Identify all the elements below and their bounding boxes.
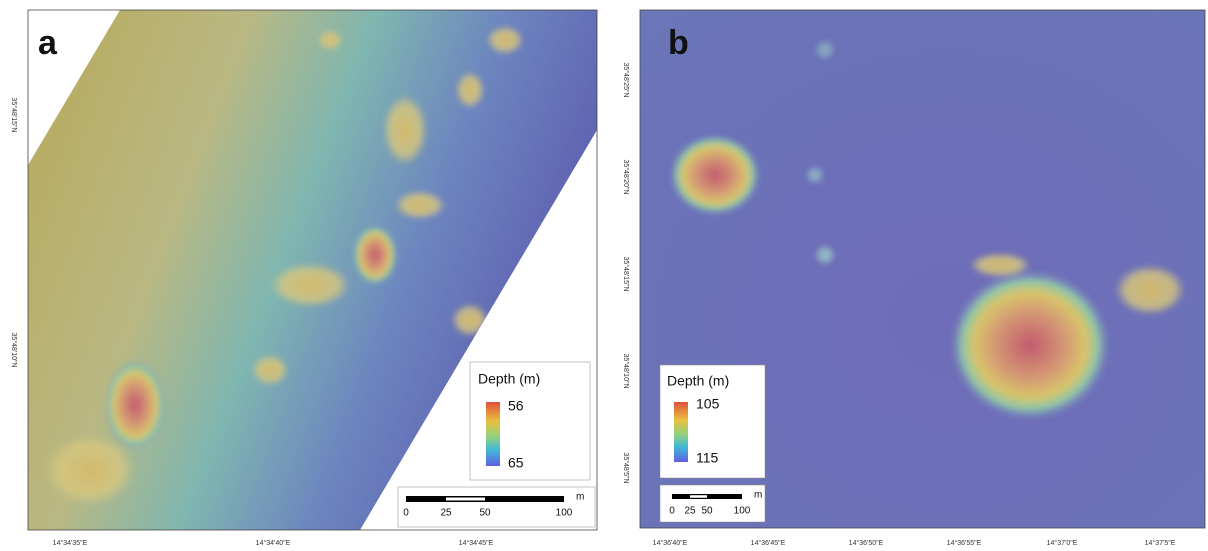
legend-min: 115 bbox=[696, 450, 719, 466]
color-bar bbox=[674, 402, 688, 462]
scale-unit: m bbox=[576, 492, 584, 503]
x-coord-label: 14°36'40"E bbox=[653, 539, 688, 547]
y-coord-label: 35°48'25"N bbox=[622, 62, 630, 97]
scale-label: 50 bbox=[479, 508, 491, 519]
scale-label: 50 bbox=[701, 506, 713, 517]
y-coord-label: 35°48'15"N bbox=[10, 97, 18, 132]
scale-box bbox=[397, 486, 596, 528]
x-coord-label: 14°34'40"E bbox=[256, 539, 291, 547]
panel-label: a bbox=[38, 24, 58, 62]
scale-label: 100 bbox=[556, 508, 573, 519]
scale-bar bbox=[446, 497, 485, 501]
scale-box bbox=[659, 484, 766, 523]
panel-label: b bbox=[668, 24, 689, 62]
legend-min: 65 bbox=[508, 455, 524, 471]
scale-label: 25 bbox=[440, 508, 452, 519]
x-coord-label: 14°36'50"E bbox=[849, 539, 884, 547]
x-coord-label: 14°34'45"E bbox=[459, 539, 494, 547]
x-coord-label: 14°34'35"E bbox=[53, 539, 88, 547]
scale-label: 25 bbox=[684, 506, 696, 517]
y-coord-label: 35°48'10"N bbox=[10, 332, 18, 367]
color-bar bbox=[486, 402, 500, 466]
legend-max: 56 bbox=[508, 398, 524, 414]
y-coord-label: 35°48'5"N bbox=[622, 452, 630, 483]
x-coord-label: 14°36'55"E bbox=[947, 539, 982, 547]
x-coord-label: 14°36'45"E bbox=[751, 539, 786, 547]
y-coord-label: 35°48'15"N bbox=[622, 256, 630, 291]
scale-label: 100 bbox=[734, 506, 751, 517]
scale-bar bbox=[690, 495, 707, 498]
legend-title: Depth (m) bbox=[478, 371, 540, 387]
y-coord-label: 35°48'10"N bbox=[622, 353, 630, 388]
x-coord-label: 14°37'5"E bbox=[1145, 539, 1176, 547]
x-coord-label: 14°37'0"E bbox=[1047, 539, 1078, 547]
scale-label: 0 bbox=[669, 506, 675, 517]
legend-title: Depth (m) bbox=[667, 373, 729, 389]
scale-unit: m bbox=[754, 490, 762, 501]
y-coord-label: 35°48'20"N bbox=[622, 159, 630, 194]
legend-max: 105 bbox=[696, 396, 720, 412]
map-a bbox=[28, 10, 597, 530]
scale-label: 0 bbox=[403, 508, 409, 519]
